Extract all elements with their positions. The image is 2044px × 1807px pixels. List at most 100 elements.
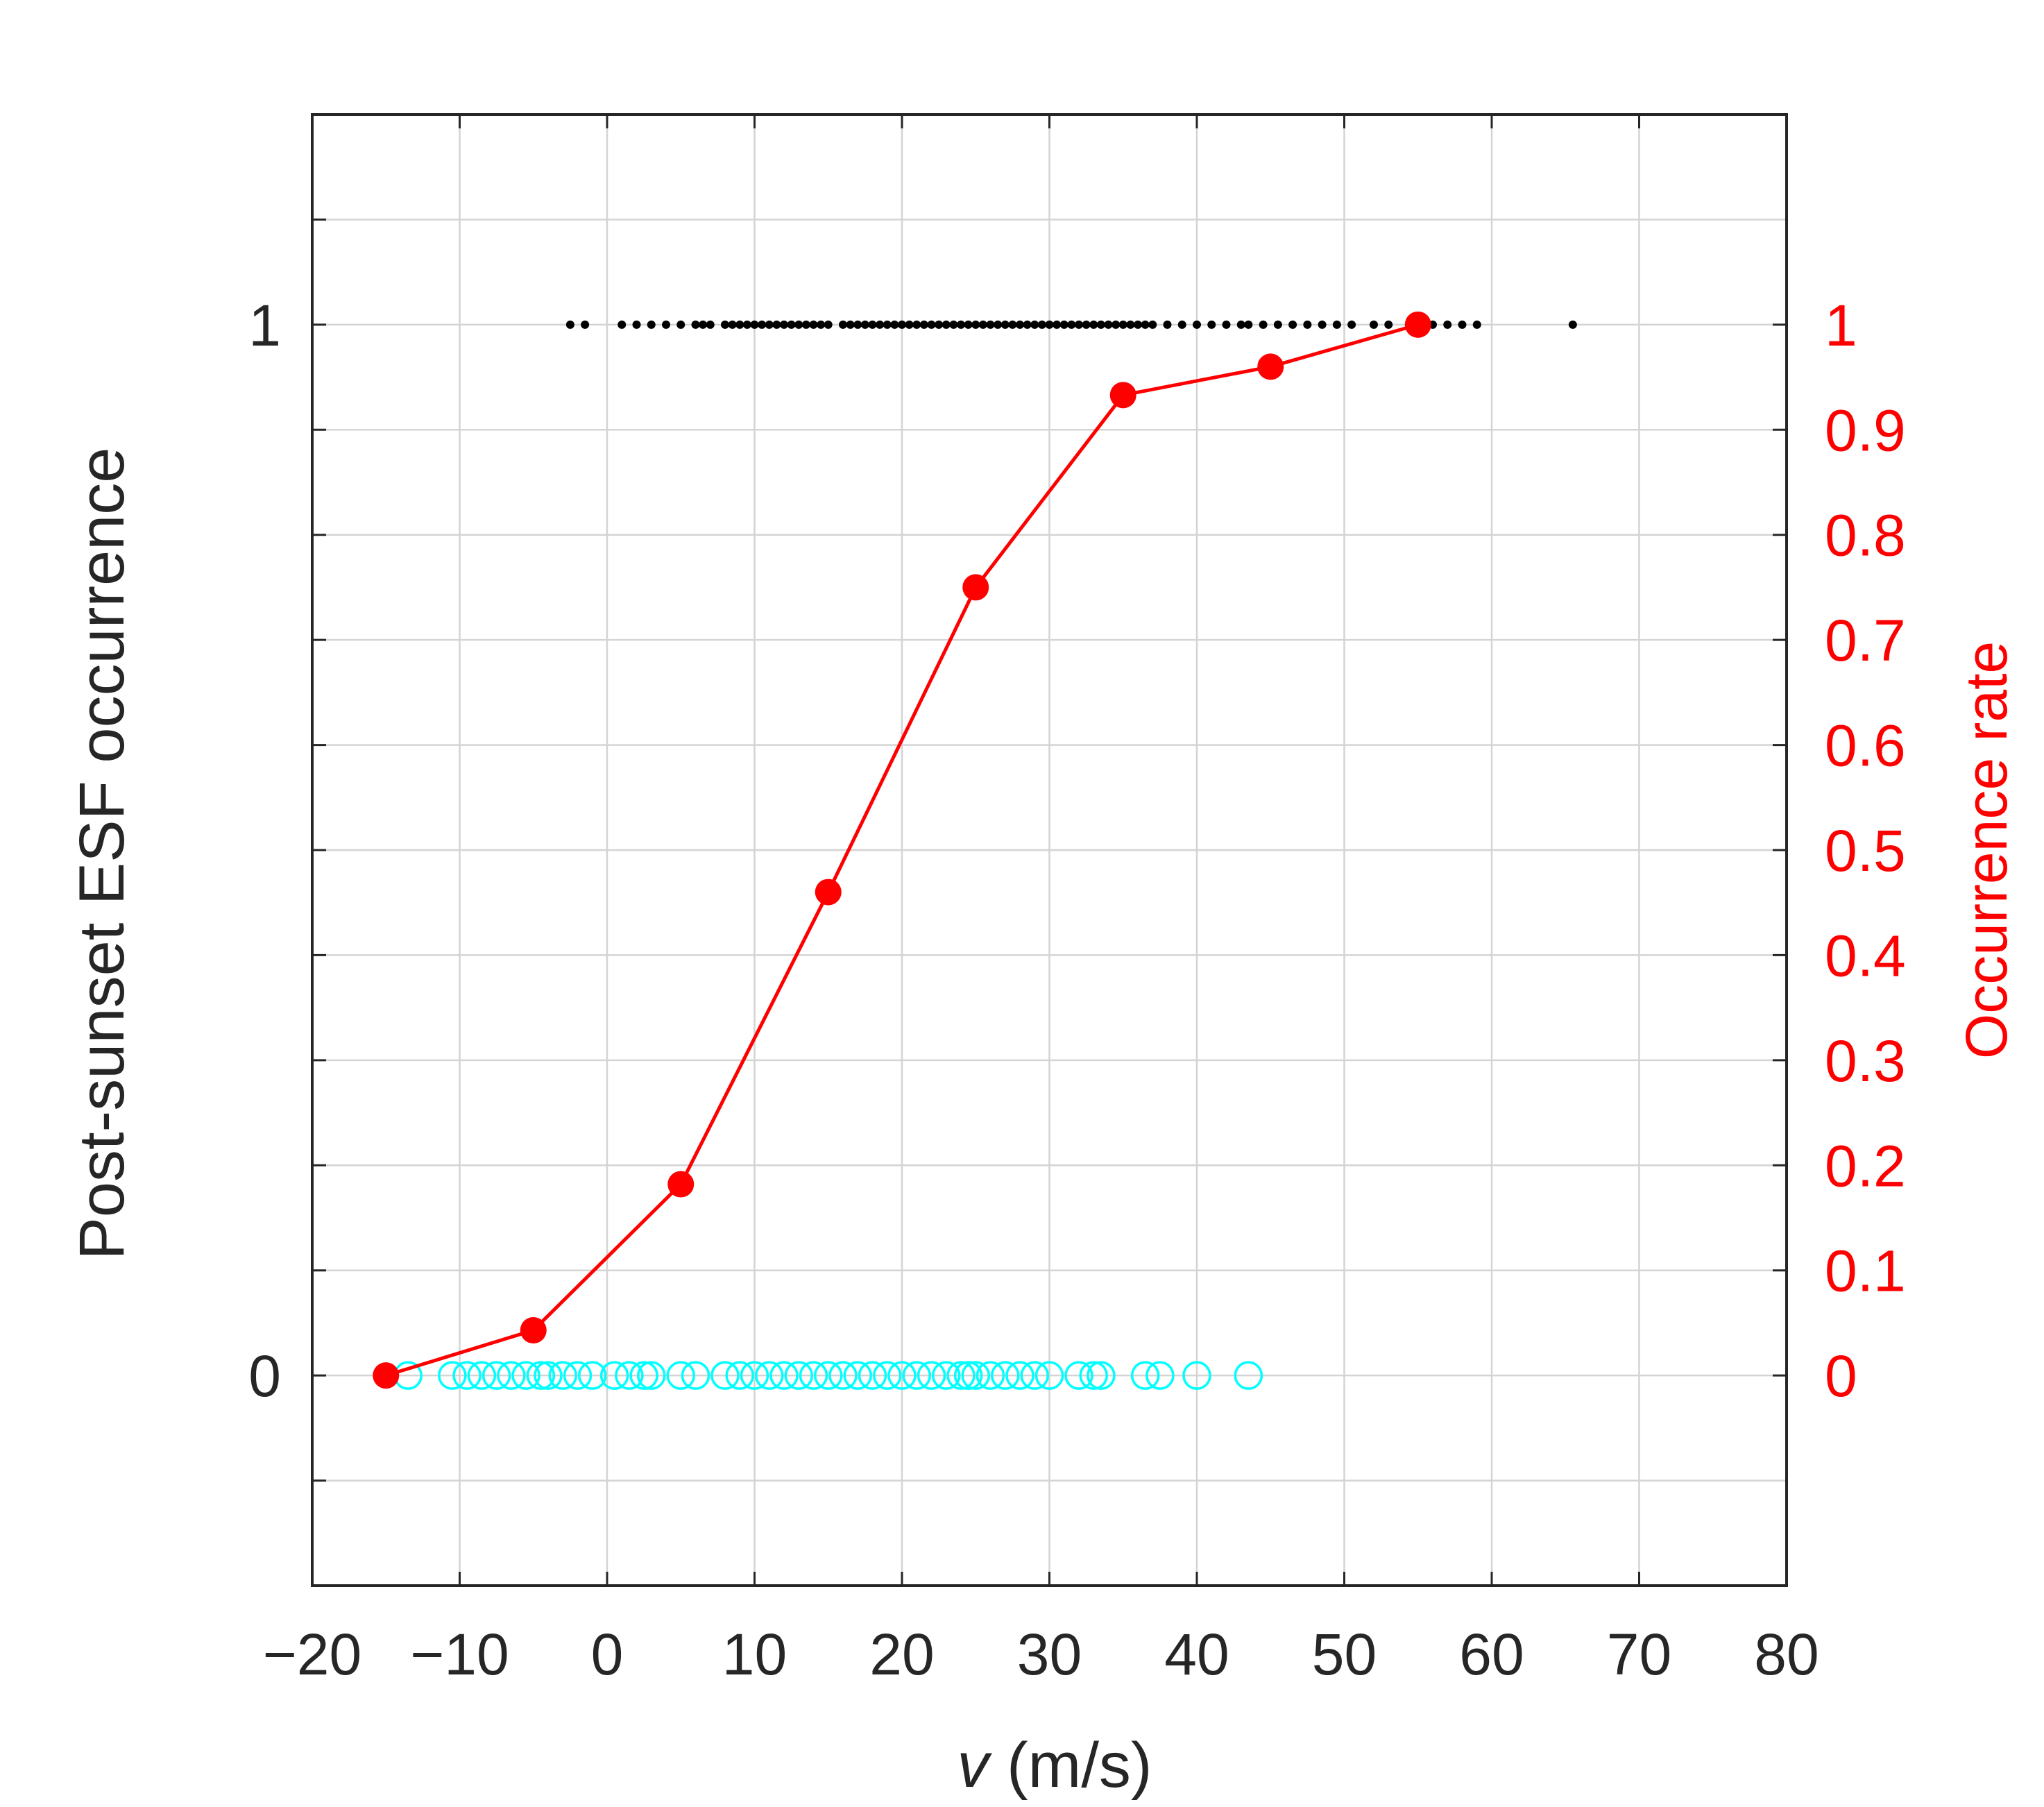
occurrence-rate-series xyxy=(373,311,1431,1389)
no-esf-circle xyxy=(637,1361,666,1390)
y-tick-label: 1 xyxy=(248,293,281,358)
esf-dot xyxy=(1112,320,1121,329)
grid-lines xyxy=(312,114,1787,1586)
esf-dot xyxy=(905,320,914,329)
y2-tick-label: 0.1 xyxy=(1825,1239,1906,1304)
x-tick-label: 0 xyxy=(591,1622,624,1687)
esf-dot xyxy=(1443,320,1452,329)
occurrence-rate-line xyxy=(385,323,1419,1377)
y2-axis-title: Occurrence rate xyxy=(1954,641,2019,1059)
esf-dot xyxy=(949,320,958,329)
esf-dot xyxy=(1163,320,1172,329)
no-esf-circle xyxy=(438,1361,467,1390)
y2-tick-label: 0.4 xyxy=(1825,923,1906,988)
no-esf-circle xyxy=(799,1361,828,1390)
no-esf-circle xyxy=(681,1361,710,1390)
esf-dot xyxy=(957,320,965,329)
esf-dot xyxy=(1000,320,1010,329)
occurrence-rate-marker xyxy=(1257,353,1284,380)
esf-dot xyxy=(1008,320,1017,329)
occurrence-rate-marker xyxy=(1404,311,1431,338)
esf-dot xyxy=(994,320,1003,329)
no-esf-circle xyxy=(991,1361,1020,1390)
esf-dot xyxy=(1236,320,1245,329)
no-esf-circle xyxy=(932,1361,961,1390)
no-esf-circle xyxy=(548,1361,577,1390)
y2-tick-label: 0.6 xyxy=(1825,713,1906,779)
y-axis-title: Post-sunset ESF occurrence xyxy=(67,448,137,1260)
esf-occurrence-points xyxy=(565,320,1577,329)
x-tick-label: 50 xyxy=(1312,1622,1377,1687)
no-esf-circle xyxy=(814,1361,843,1390)
esf-dot xyxy=(883,320,892,329)
esf-dot xyxy=(1104,320,1113,329)
no-esf-circle xyxy=(511,1361,540,1390)
esf-dot xyxy=(1030,320,1039,329)
esf-dot xyxy=(742,320,751,329)
no-esf-circle xyxy=(725,1361,754,1390)
y2-tick-label: 0.9 xyxy=(1825,398,1906,463)
esf-dot xyxy=(890,320,899,329)
x-tick-label: −20 xyxy=(263,1622,362,1687)
esf-dot xyxy=(1067,320,1076,329)
no-esf-circle xyxy=(953,1361,983,1390)
esf-dot xyxy=(581,320,590,329)
esf-dot xyxy=(647,320,656,329)
esf-dot xyxy=(1273,320,1282,329)
occurrence-rate-marker xyxy=(962,574,989,601)
esf-dot xyxy=(765,320,774,329)
no-esf-circle xyxy=(629,1361,658,1390)
esf-dot xyxy=(971,320,980,329)
esf-dot xyxy=(721,320,729,329)
esf-dot xyxy=(1303,320,1312,329)
esf-dot xyxy=(801,320,810,329)
esf-dot xyxy=(839,320,847,329)
no-esf-circle xyxy=(497,1361,526,1390)
esf-dot xyxy=(565,320,574,329)
no-esf-circle xyxy=(755,1361,784,1390)
y2-tick-label: 0.8 xyxy=(1825,503,1906,568)
x-tick-label: 70 xyxy=(1607,1622,1671,1687)
no-esf-circle xyxy=(467,1361,497,1390)
esf-dot xyxy=(809,320,818,329)
no-esf-circle xyxy=(526,1361,556,1390)
esf-dot xyxy=(935,320,944,329)
esf-dot xyxy=(750,320,759,329)
no-esf-circle xyxy=(1005,1361,1034,1390)
no-esf-circle xyxy=(1130,1361,1160,1390)
y2-tick-label: 0.2 xyxy=(1825,1133,1906,1198)
esf-dot xyxy=(860,320,869,329)
y-tick-label: 0 xyxy=(248,1343,281,1409)
occurrence-rate-marker xyxy=(520,1317,547,1344)
esf-dot xyxy=(1288,320,1297,329)
esf-dot xyxy=(1118,320,1127,329)
esf-dot xyxy=(1016,320,1024,329)
esf-dot xyxy=(662,320,670,329)
x-tick-label: 30 xyxy=(1017,1622,1082,1687)
no-esf-circle xyxy=(666,1361,695,1390)
no-esf-circle xyxy=(1079,1361,1108,1390)
esf-dot xyxy=(1141,320,1150,329)
esf-dot xyxy=(1370,320,1378,329)
occurrence-rate-marker xyxy=(373,1362,400,1389)
esf-dot xyxy=(706,320,715,329)
esf-dot xyxy=(919,320,928,329)
esf-dot xyxy=(846,320,855,329)
x-tick-label: 80 xyxy=(1754,1622,1819,1687)
esf-dot xyxy=(912,320,921,329)
esf-dot xyxy=(1126,320,1135,329)
esf-dot xyxy=(676,320,685,329)
no-esf-circle xyxy=(578,1361,607,1390)
esf-dot xyxy=(853,320,862,329)
no-esf-circle xyxy=(843,1361,872,1390)
esf-dot xyxy=(618,320,627,329)
esf-dot xyxy=(1458,320,1467,329)
no-esf-circle xyxy=(740,1361,769,1390)
no-esf-circle xyxy=(1034,1361,1064,1390)
no-esf-circle xyxy=(482,1361,511,1390)
no-esf-circle xyxy=(887,1361,917,1390)
y2-tick-label: 0.5 xyxy=(1825,818,1906,883)
no-esf-circle xyxy=(828,1361,858,1390)
esf-dot xyxy=(1222,320,1231,329)
